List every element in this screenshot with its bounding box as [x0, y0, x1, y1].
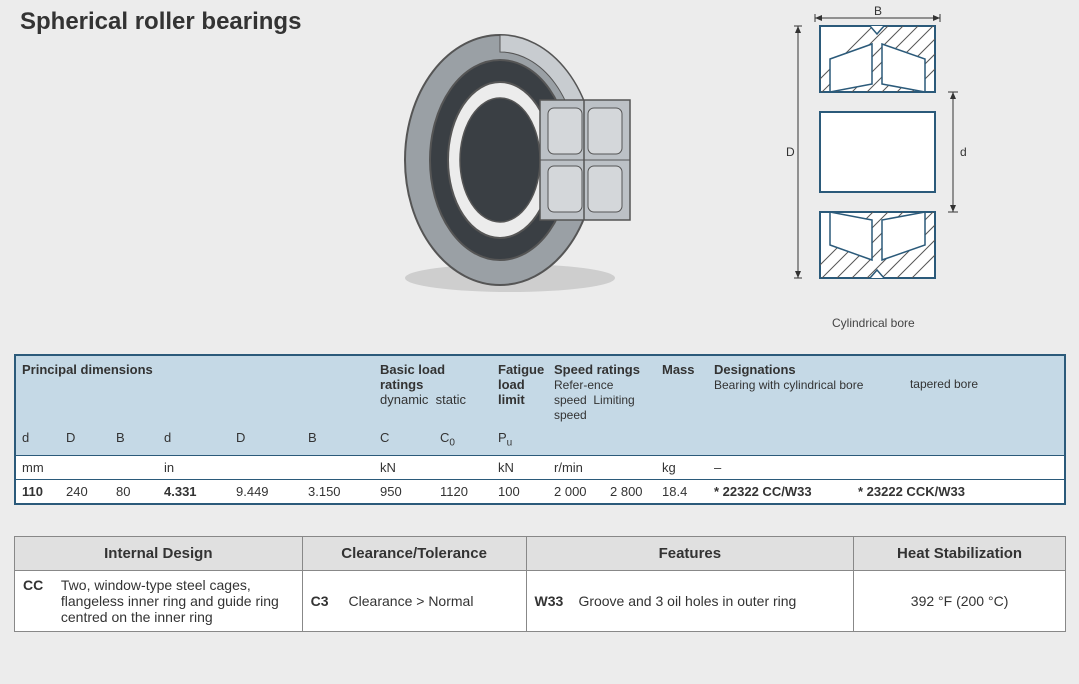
spec-table: Principal dimensions Basic load ratings …	[14, 354, 1066, 505]
unit-kN2: kN	[492, 456, 548, 479]
cell-features: W33 Groove and 3 oil holes in outer ring	[526, 571, 854, 632]
unit-kN: kN	[374, 456, 492, 479]
grp-desig: Designations	[714, 362, 796, 377]
grp-principal: Principal dimensions	[16, 356, 374, 379]
col-B-in: B	[302, 424, 374, 447]
cell-internal: CC Two, window-type steel cages, flangel…	[15, 571, 303, 632]
val-Pu: 100	[492, 480, 548, 503]
bearing-illustration	[380, 20, 690, 300]
drawing-caption: Cylindrical bore	[832, 316, 915, 330]
val-B-mm: 80	[110, 480, 158, 503]
page-title: Spherical roller bearings	[20, 8, 301, 36]
col-B-mm: B	[110, 424, 158, 447]
col-Pu: Pu	[492, 424, 548, 451]
hdr-features: Features	[526, 537, 854, 571]
col-D-mm: D	[60, 424, 110, 447]
col-C: C	[374, 424, 434, 447]
unit-rmin: r/min	[548, 456, 656, 479]
val-C: 950	[374, 480, 434, 503]
grp-mass: Mass	[656, 356, 708, 379]
col-d-mm: d	[16, 424, 60, 447]
val-d-mm: 110	[16, 480, 60, 503]
cell-clearance: C3 Clearance > Normal	[302, 571, 526, 632]
grp-basic-load: Basic load ratings	[380, 362, 445, 392]
val-mass: 18.4	[656, 480, 708, 503]
dim-d: d	[960, 145, 967, 159]
hdr-heat: Heat Stabilization	[854, 537, 1066, 571]
dim-B: B	[874, 4, 882, 18]
unit-in: in	[158, 456, 374, 479]
col-C0: C0	[434, 424, 492, 451]
dim-D: D	[786, 145, 795, 159]
grp-fatigue: Fatigue load limit	[492, 356, 548, 409]
val-desig-cyl: * 22322 CC/W33	[708, 480, 852, 503]
detail-table: Internal Design Clearance/Tolerance Feat…	[14, 536, 1066, 632]
hdr-clearance: Clearance/Tolerance	[302, 537, 526, 571]
unit-mm: mm	[16, 456, 158, 479]
col-d-in: d	[158, 424, 230, 447]
unit-kg: kg	[656, 456, 708, 479]
grp-speed: Speed ratings	[554, 362, 640, 377]
dimension-drawing: B	[780, 4, 1040, 314]
cell-heat: 392 °F (200 °C)	[854, 571, 1066, 632]
val-B-in: 3.150	[302, 480, 374, 503]
unit-dash: –	[708, 456, 725, 479]
col-D-in: D	[230, 424, 302, 447]
val-lim-speed: 2 800	[604, 480, 656, 503]
hdr-internal: Internal Design	[15, 537, 303, 571]
val-C0: 1120	[434, 480, 492, 503]
val-D-in: 9.449	[230, 480, 302, 503]
val-d-in: 4.331	[158, 480, 230, 503]
val-D-mm: 240	[60, 480, 110, 503]
val-desig-tap: * 23222 CCK/W33	[852, 480, 1002, 503]
val-ref-speed: 2 000	[548, 480, 604, 503]
